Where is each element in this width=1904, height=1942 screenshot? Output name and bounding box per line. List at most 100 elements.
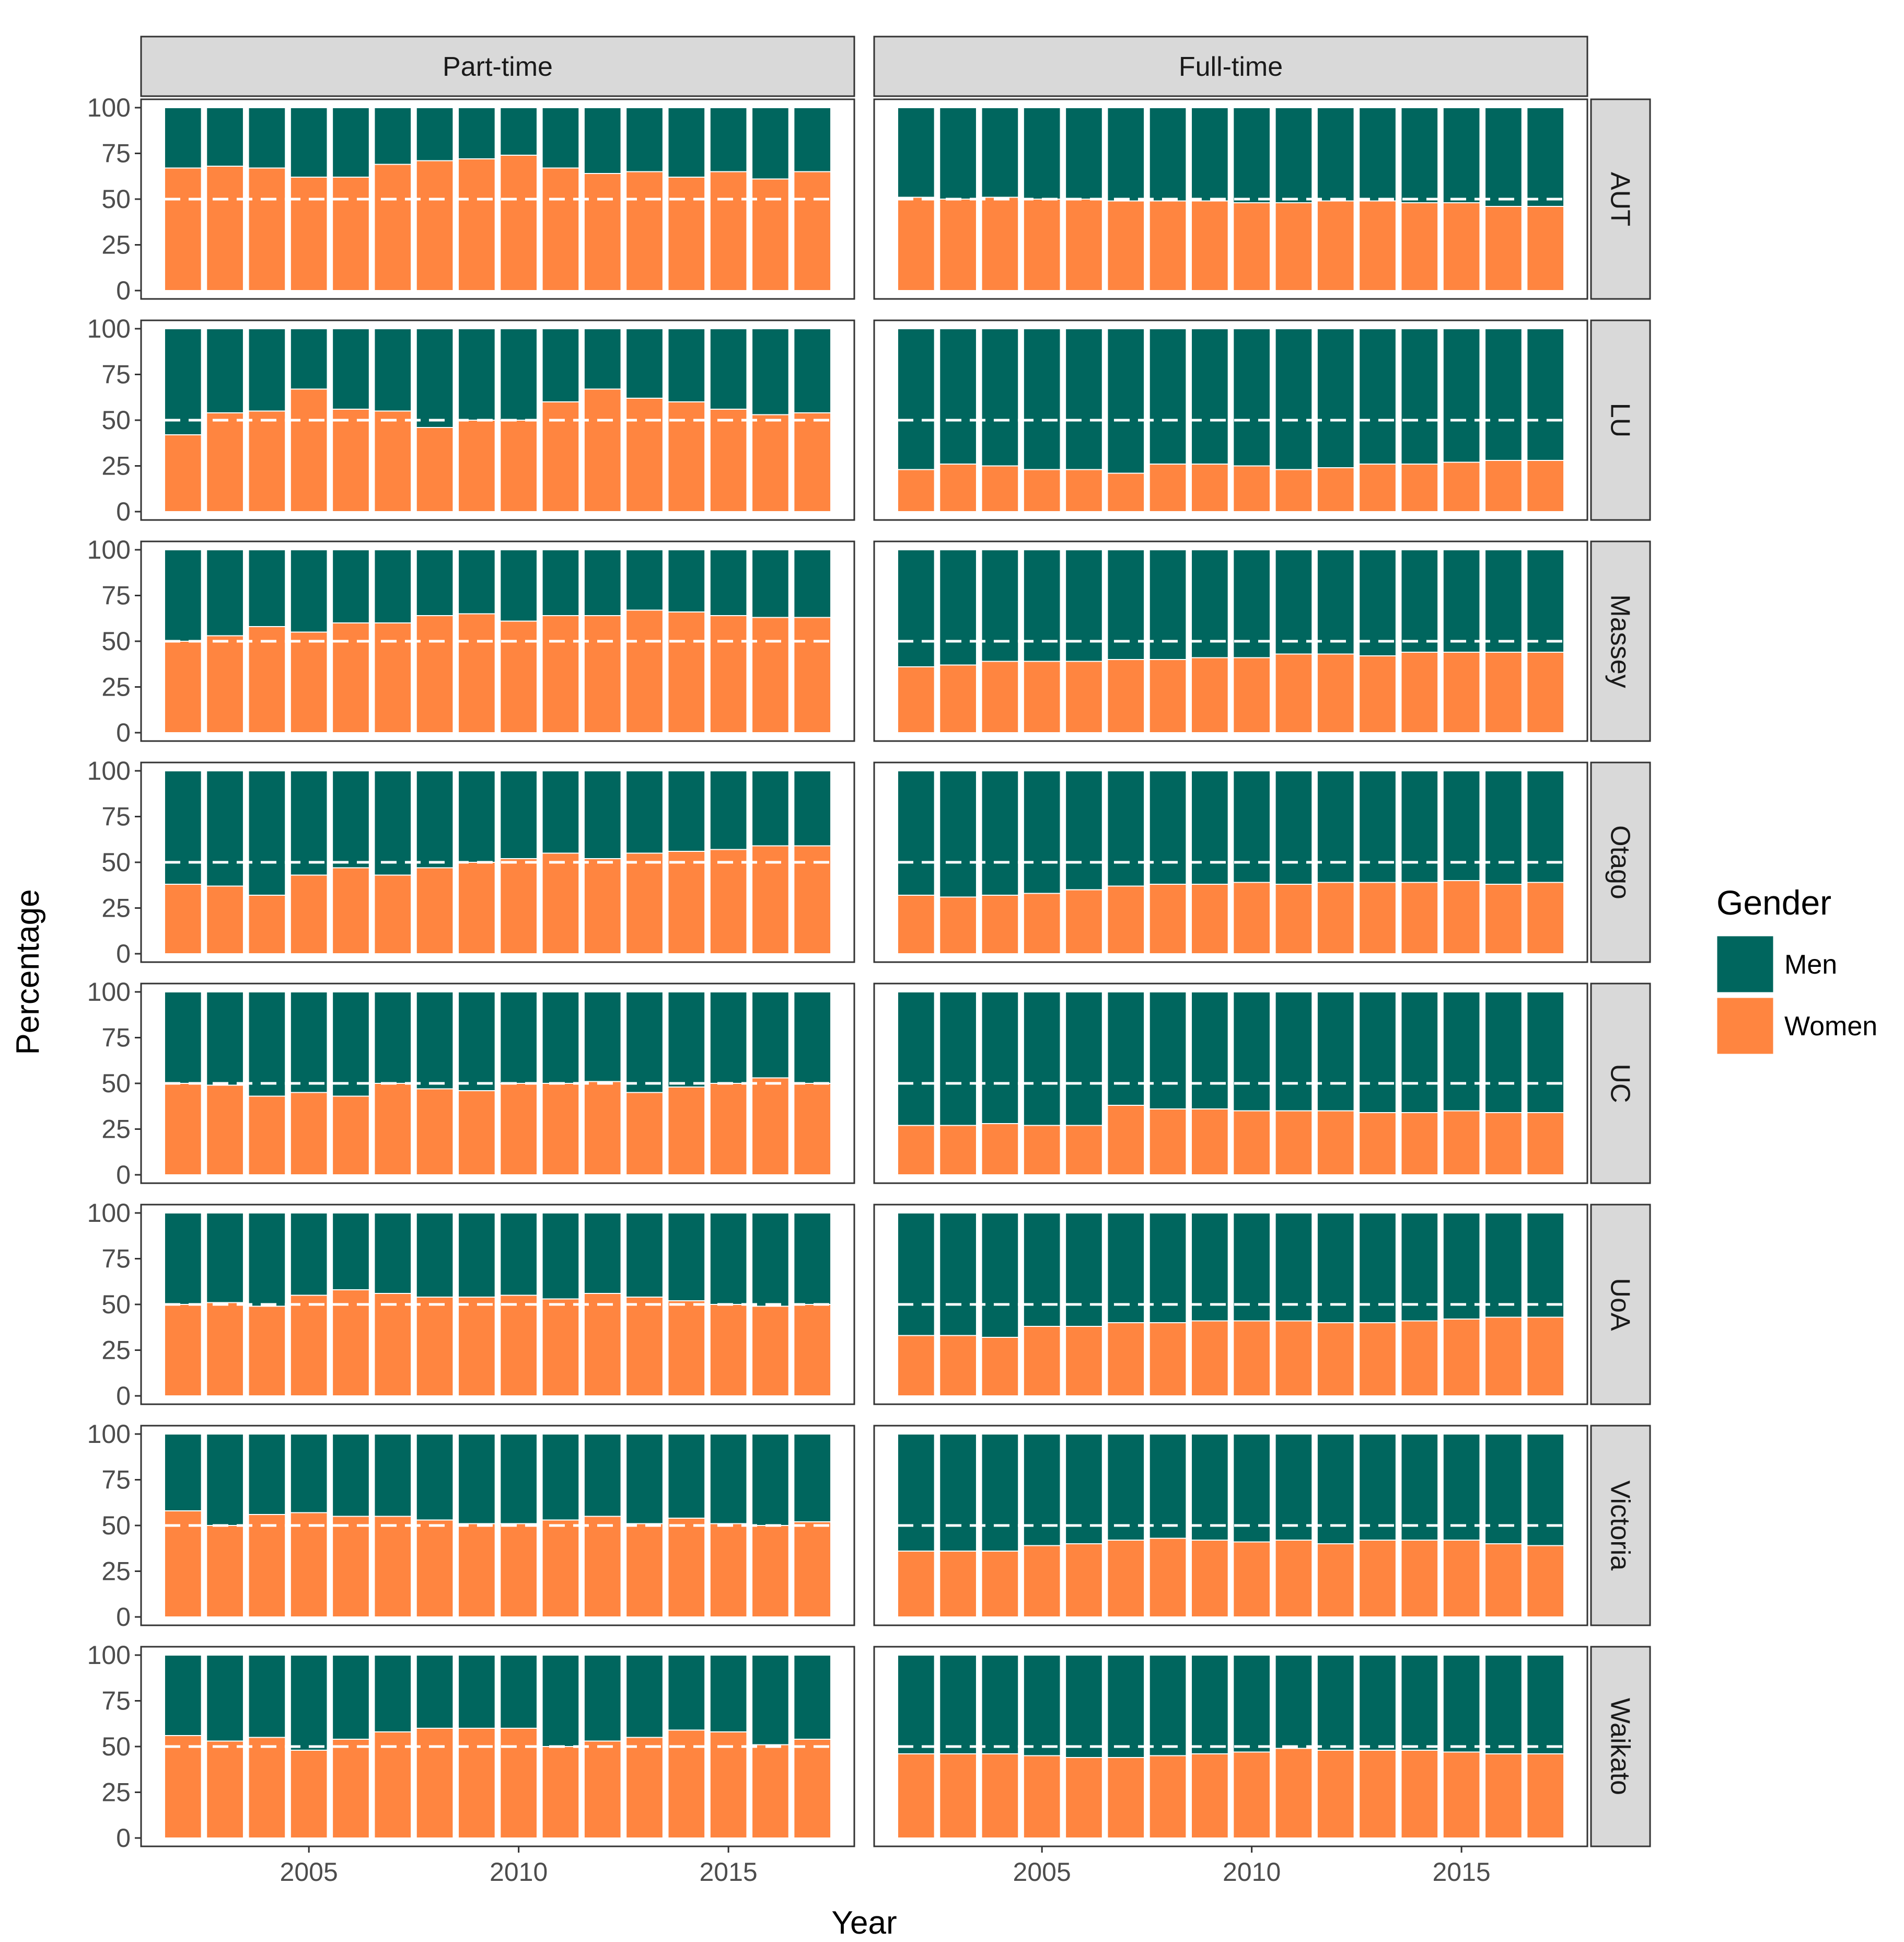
bar-women	[1274, 1110, 1313, 1175]
bar-women	[709, 1731, 748, 1839]
row-strip	[1590, 1204, 1651, 1405]
bar-women	[1065, 889, 1103, 954]
bar-women	[1400, 882, 1439, 954]
bar-women	[583, 615, 622, 733]
bar-women	[289, 1294, 328, 1396]
bar-men	[897, 770, 935, 896]
bar-men	[1484, 1434, 1523, 1544]
bar-men	[625, 1212, 664, 1298]
bar-men	[541, 1655, 580, 1747]
bar-women	[289, 388, 328, 512]
y-tick-label: 0	[116, 1823, 131, 1853]
y-tick-label: 50	[101, 1732, 131, 1761]
bar-men	[289, 770, 328, 876]
bar-women	[1359, 464, 1397, 512]
bar-women	[1526, 1545, 1565, 1617]
bar-women	[625, 398, 664, 512]
bar-women	[939, 1753, 977, 1839]
bar-women	[332, 1095, 370, 1175]
bar-men	[1359, 328, 1397, 465]
bar-women	[1023, 1125, 1061, 1175]
bar-men	[1233, 549, 1271, 658]
bar-women	[1316, 1750, 1355, 1839]
bar-men	[415, 770, 454, 869]
bar-women	[1191, 657, 1229, 733]
y-tick-label: 0	[116, 497, 131, 526]
bar-men	[500, 770, 538, 859]
bar-men	[374, 107, 412, 165]
bar-men	[1442, 991, 1481, 1112]
bar-men	[374, 1434, 412, 1517]
x-tick-label: 2005	[280, 1857, 338, 1887]
bar-men	[1274, 549, 1313, 655]
bar-women	[1274, 469, 1313, 512]
y-tick-label: 100	[87, 756, 131, 785]
bar-women	[1316, 200, 1355, 291]
bar-women	[206, 1525, 244, 1617]
bar-women	[1191, 1108, 1229, 1175]
bar-men	[164, 770, 202, 885]
bar-men	[1526, 770, 1565, 883]
bar-women	[667, 177, 706, 291]
bar-men	[415, 549, 454, 616]
bar-women	[981, 465, 1019, 512]
bar-women	[1148, 1322, 1187, 1396]
bar-women	[1233, 465, 1271, 512]
bar-men	[1400, 770, 1439, 883]
bar-women	[1442, 1540, 1481, 1617]
bar-women	[667, 1729, 706, 1839]
bar-women	[289, 874, 328, 954]
bar-men	[1023, 770, 1061, 894]
bar-men	[1191, 328, 1229, 465]
bar-women	[1526, 882, 1565, 954]
bar-women	[793, 1083, 832, 1175]
y-tick-label: 0	[116, 276, 131, 305]
bar-women	[415, 867, 454, 954]
y-tick-label: 75	[101, 1686, 131, 1716]
bar-men	[625, 991, 664, 1093]
bar-women	[897, 666, 935, 733]
bar-men	[458, 991, 496, 1091]
bar-men	[1526, 328, 1565, 461]
bar-women	[1400, 1750, 1439, 1839]
bar-men	[667, 107, 706, 178]
bar-men	[1233, 1655, 1271, 1753]
bar-men	[1442, 1434, 1481, 1541]
row-strip	[1590, 540, 1651, 742]
bar-men	[206, 1434, 244, 1526]
bar-women	[374, 1731, 412, 1839]
bar-women	[164, 641, 202, 733]
bar-women	[1191, 1753, 1229, 1839]
bar-men	[164, 1655, 202, 1736]
bar-women	[897, 1125, 935, 1175]
bar-women	[206, 1084, 244, 1175]
bar-women	[374, 1083, 412, 1175]
bar-women	[1484, 1543, 1523, 1617]
bar-women	[1274, 884, 1313, 954]
legend: Gender Men Women	[1715, 883, 1877, 1056]
bar-men	[1484, 107, 1523, 207]
bar-women	[793, 171, 832, 291]
bar-men	[939, 107, 977, 200]
bar-women	[897, 895, 935, 954]
bar-women	[1274, 1748, 1313, 1839]
bar-women	[164, 434, 202, 512]
bar-men	[939, 1212, 977, 1336]
bar-men	[500, 549, 538, 622]
bar-men	[332, 1434, 370, 1517]
bar-men	[1148, 1212, 1187, 1323]
bar-men	[1359, 1655, 1397, 1751]
bar-women	[1484, 1316, 1523, 1396]
bar-men	[1359, 107, 1397, 202]
bar-men	[1442, 549, 1481, 653]
bar-men	[583, 1212, 622, 1294]
bar-men	[332, 770, 370, 869]
bar-women	[583, 1081, 622, 1175]
bar-men	[500, 991, 538, 1084]
bar-men	[1023, 1655, 1061, 1756]
bar-women	[415, 1088, 454, 1175]
bar-men	[415, 1434, 454, 1521]
bar-men	[458, 770, 496, 863]
bar-women	[374, 622, 412, 733]
bar-men	[897, 1212, 935, 1336]
